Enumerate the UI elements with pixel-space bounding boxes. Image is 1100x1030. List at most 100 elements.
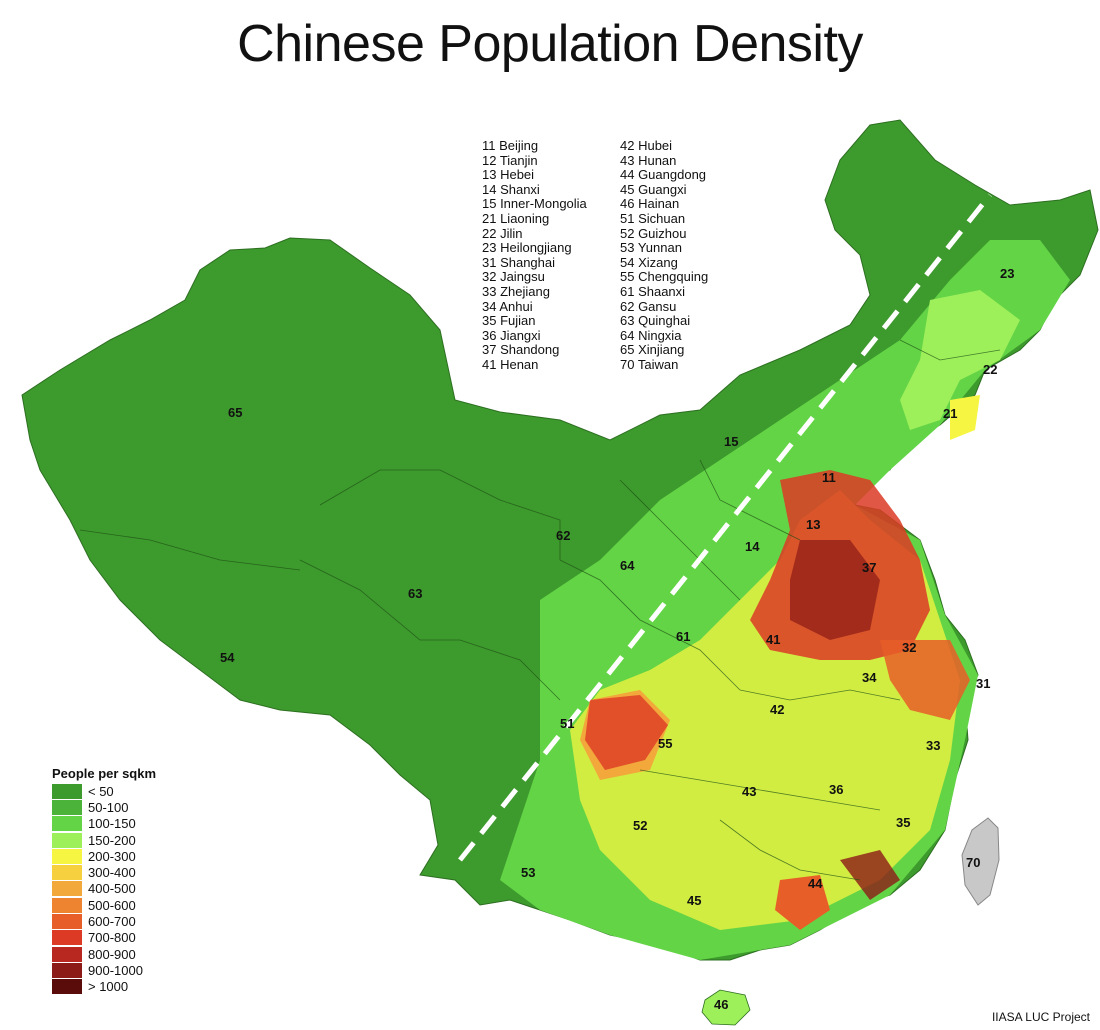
legend-label: 800-900 bbox=[88, 946, 136, 962]
province-key-entry: 52 Guizhou bbox=[620, 225, 687, 241]
province-label-70: 70 bbox=[966, 855, 980, 870]
legend-item: 600-700 bbox=[52, 913, 156, 930]
legend-item: 100-150 bbox=[52, 816, 156, 832]
province-key-entry: 51 Sichuan bbox=[620, 210, 686, 226]
legend-label: > 1000 bbox=[88, 979, 129, 995]
province-key-entry: 61 Shaanxi bbox=[620, 283, 686, 299]
province-label-52: 52 bbox=[633, 818, 647, 833]
legend-item: 500-600 bbox=[52, 897, 156, 913]
legend-swatch bbox=[52, 848, 82, 864]
province-key-entry: 65 Xinjiang bbox=[620, 342, 685, 358]
legend-item: 50-100 bbox=[52, 799, 156, 815]
province-key-entry: 13 Hebei bbox=[482, 167, 535, 183]
province-label-53: 53 bbox=[521, 865, 535, 880]
province-label-21: 21 bbox=[943, 406, 957, 421]
province-label-42: 42 bbox=[770, 702, 784, 717]
province-label-46: 46 bbox=[714, 997, 728, 1012]
legend-item: 700-800 bbox=[52, 930, 156, 946]
density-legend: People per sqkm < 50 50-100 100-150 150-200… bbox=[52, 766, 156, 995]
legend-item: 300-400 bbox=[52, 864, 156, 881]
province-label-45: 45 bbox=[687, 893, 701, 908]
province-key-entry: 23 Heilongjiang bbox=[482, 240, 572, 256]
province-label-11: 11 bbox=[822, 470, 836, 485]
map-title: Chinese Population Density bbox=[237, 15, 863, 73]
province-key-column-2: 42 Hubei 43 Hunan 44 Guangdong 45 Guangx… bbox=[620, 138, 708, 373]
province-label-22: 22 bbox=[983, 362, 997, 377]
province-label-31: 31 bbox=[976, 676, 990, 691]
legend-label: 500-600 bbox=[88, 897, 136, 913]
province-key-entry: 53 Yunnan bbox=[620, 240, 682, 256]
province-label-37: 37 bbox=[862, 560, 876, 575]
province-label-23: 23 bbox=[1000, 266, 1014, 281]
taiwan-island bbox=[961, 817, 1000, 906]
province-label-64: 64 bbox=[620, 558, 635, 573]
legend-swatch bbox=[52, 816, 82, 832]
credit-text: IIASA LUC Project bbox=[991, 1010, 1090, 1024]
province-key-entry: 43 Hunan bbox=[620, 152, 677, 168]
province-label-51: 51 bbox=[560, 716, 574, 731]
legend-item: 200-300 bbox=[52, 848, 156, 864]
legend-swatch bbox=[52, 979, 82, 995]
province-label-61: 61 bbox=[676, 629, 690, 644]
province-key-entry: 42 Hubei bbox=[620, 138, 673, 153]
legend-label: 700-800 bbox=[88, 930, 136, 946]
province-label-65: 65 bbox=[228, 405, 242, 420]
legend-label: 900-1000 bbox=[88, 962, 143, 978]
province-key-entry: 54 Xizang bbox=[620, 254, 678, 270]
province-label-43: 43 bbox=[742, 784, 756, 799]
legend-swatch bbox=[52, 897, 82, 913]
province-key-entry: 31 Shanghai bbox=[482, 254, 556, 270]
province-key-entry: 22 Jilin bbox=[482, 225, 523, 241]
hainan-island bbox=[701, 989, 751, 1026]
province-key-entry: 41 Henan bbox=[482, 356, 539, 372]
province-key-entry: 46 Hainan bbox=[620, 196, 680, 212]
province-label-63: 63 bbox=[408, 586, 422, 601]
province-label-54: 54 bbox=[220, 650, 235, 665]
province-key-entry: 45 Guangxi bbox=[620, 181, 687, 197]
legend-swatch bbox=[52, 914, 82, 930]
province-label-13: 13 bbox=[806, 517, 820, 532]
province-key-entry: 35 Fujian bbox=[482, 313, 536, 329]
province-key-entry: 63 Quinghai bbox=[620, 313, 691, 329]
legend-label: 100-150 bbox=[88, 816, 136, 832]
density-zone-northeast-2 bbox=[950, 395, 980, 440]
legend-swatch bbox=[52, 865, 82, 881]
legend-item: > 1000 bbox=[52, 979, 156, 995]
province-label-62: 62 bbox=[556, 528, 570, 543]
province-key-column-1: 11 Beijing 12 Tianjin 13 Hebei 14 Shanxi… bbox=[482, 138, 587, 373]
province-key-entry: 36 Jiangxi bbox=[482, 327, 541, 343]
legend-label: < 50 bbox=[88, 783, 114, 799]
legend-label: 600-700 bbox=[88, 914, 136, 930]
province-key-entry: 21 Liaoning bbox=[482, 210, 550, 226]
legend-label: 50-100 bbox=[88, 799, 129, 815]
legend-rows: < 50 50-100 100-150 150-200 200-300 300-400 40… bbox=[52, 783, 156, 995]
legend-label: 200-300 bbox=[88, 848, 136, 864]
density-zone-northeast bbox=[900, 290, 1020, 430]
legend-label: 150-200 bbox=[88, 832, 136, 848]
legend-swatch bbox=[52, 783, 82, 799]
province-borders bbox=[79, 339, 1001, 881]
province-key-entry: 34 Anhui bbox=[482, 298, 533, 314]
legend-label: 300-400 bbox=[88, 865, 136, 881]
province-label-32: 32 bbox=[902, 640, 916, 655]
province-key-entry: 15 Inner-Mongolia bbox=[482, 196, 587, 212]
province-key-entry: 32 Jaingsu bbox=[482, 269, 545, 285]
province-label-55: 55 bbox=[658, 736, 672, 751]
legend-item: 150-200 bbox=[52, 832, 156, 848]
legend-item: 400-500 bbox=[52, 881, 156, 897]
legend-swatch bbox=[52, 799, 82, 815]
legend-title: People per sqkm bbox=[52, 766, 157, 781]
density-zone-guangdong bbox=[775, 875, 830, 930]
province-label-34: 34 bbox=[862, 670, 877, 685]
density-zone-southeast-coast bbox=[840, 850, 900, 900]
province-key-entry: 33 Zhejiang bbox=[482, 283, 550, 299]
density-zone-north-china-core bbox=[790, 540, 880, 640]
legend-swatch bbox=[52, 881, 82, 897]
density-zone-sichuan bbox=[585, 695, 668, 770]
province-label-33: 33 bbox=[926, 738, 940, 753]
province-key-entry: 37 Shandong bbox=[482, 342, 560, 358]
hu-line bbox=[458, 193, 992, 862]
legend-label: 400-500 bbox=[88, 881, 136, 897]
province-label-44: 44 bbox=[808, 876, 823, 891]
